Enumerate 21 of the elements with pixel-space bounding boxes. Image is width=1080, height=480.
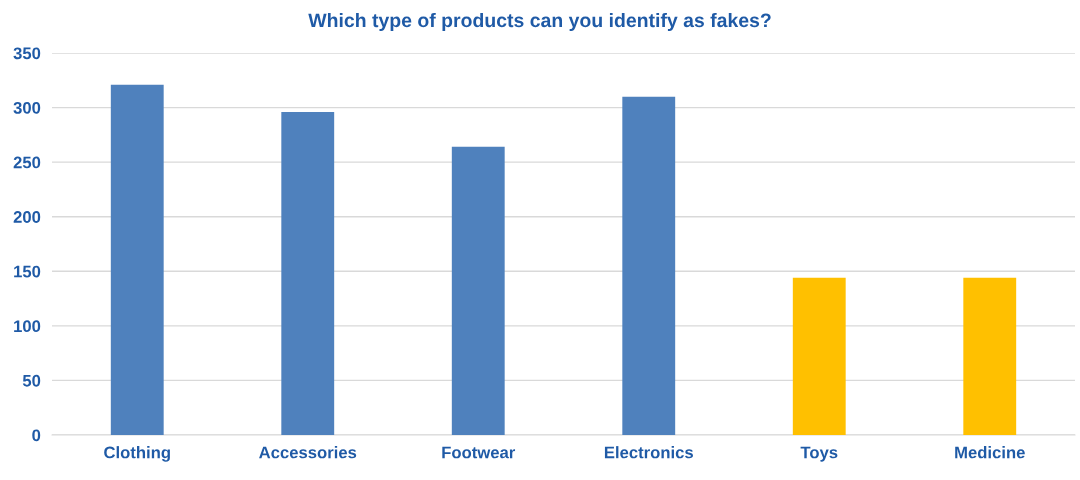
x-tick-label: Accessories: [259, 446, 357, 459]
y-tick-label: 350: [13, 47, 41, 60]
bar: [622, 96, 676, 435]
y-tick-label: 50: [22, 374, 41, 387]
y-tick-label: 250: [13, 156, 41, 169]
y-tick-label: 300: [13, 101, 41, 114]
bar: [451, 146, 505, 435]
bar: [281, 111, 335, 435]
bar: [110, 84, 164, 435]
y-tick-label: 150: [14, 265, 41, 278]
bar: [792, 277, 846, 435]
y-tick-label: 200: [13, 211, 41, 223]
y-tick-label: 100: [14, 320, 41, 333]
y-tick-label: 0: [32, 429, 41, 442]
x-tick-label: Electronics: [604, 446, 693, 459]
chart-title: Which type of products can you identify as fakes?: [308, 12, 771, 32]
x-tick-label: Toys: [800, 446, 838, 462]
bar: [963, 277, 1017, 435]
x-tick-label: Footwear: [442, 446, 516, 459]
x-tick-label: Clothing: [104, 446, 170, 462]
x-tick-label: Medicine: [955, 446, 1025, 459]
